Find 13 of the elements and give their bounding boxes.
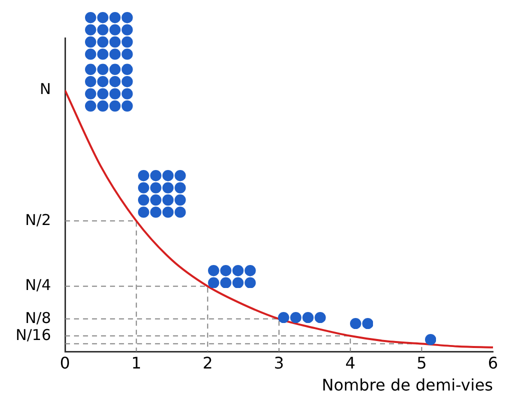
x-tick-label: 6 xyxy=(488,353,498,372)
x-tick-label: 0 xyxy=(60,353,70,372)
x-tick-label: 5 xyxy=(416,353,427,372)
x-axis-title: Nombre de demi-vies xyxy=(322,376,493,395)
x-tick-label: 4 xyxy=(345,353,356,372)
text: N xyxy=(40,80,51,98)
text: N/16 xyxy=(16,326,51,344)
x-tick-label: 3 xyxy=(274,353,284,372)
text: N/8 xyxy=(25,308,51,327)
text: N/4 xyxy=(25,276,51,294)
x-tick-label: 2 xyxy=(202,353,213,372)
x-tick-label: 1 xyxy=(131,353,142,372)
text: N/2 xyxy=(25,210,51,229)
